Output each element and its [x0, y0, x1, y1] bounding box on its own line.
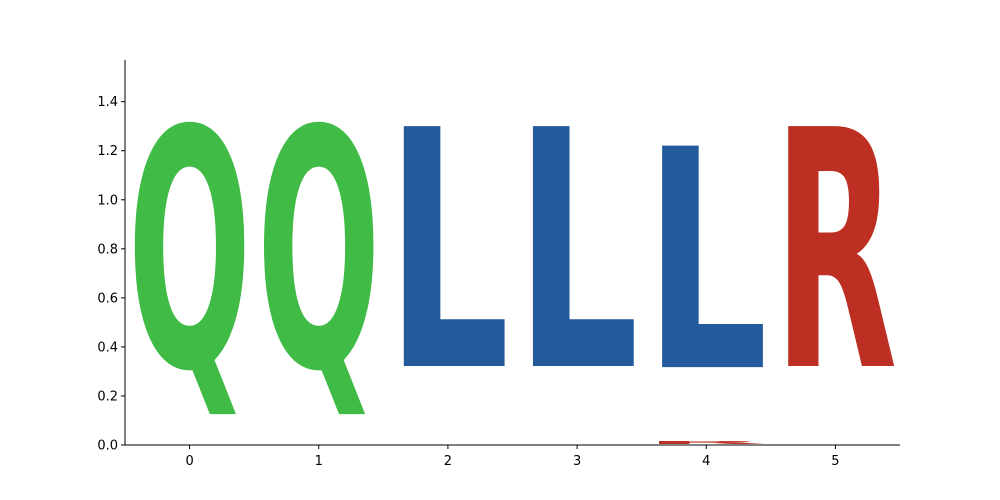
x-tick-label: 5 [831, 454, 839, 469]
logo-letters: Q Q L L RL R [128, 60, 898, 445]
logo-letter-l-pos-4: L [644, 86, 768, 440]
logo-letter-q-pos-1: Q [257, 62, 381, 445]
y-tick-label: 0.0 [97, 439, 118, 454]
x-axis-ticks: 0 1 2 3 4 5 [185, 445, 840, 469]
x-tick-label: 2 [444, 454, 452, 469]
y-tick-label: 0.8 [97, 242, 118, 257]
logo-letter-q-pos-0: Q [128, 62, 252, 445]
logo-letter-r-pos-5: R [773, 62, 897, 444]
x-tick-label: 3 [573, 454, 581, 469]
y-axis-ticks: 0.0 0.2 0.4 0.6 0.8 1.0 1.2 1.4 [97, 95, 125, 454]
y-tick-label: 0.6 [97, 291, 118, 306]
y-tick-label: 1.0 [97, 193, 118, 208]
x-tick-label: 1 [315, 454, 323, 469]
logo-letter-r-pos-4: R [644, 440, 768, 445]
x-tick-label: 0 [185, 454, 193, 469]
y-tick-label: 0.2 [97, 389, 118, 404]
x-tick-label: 4 [702, 454, 710, 469]
logo-letter-l-pos-3: L [515, 60, 639, 443]
logo-letter-l-pos-2: L [386, 60, 510, 443]
y-tick-label: 1.2 [97, 144, 118, 159]
y-tick-label: 1.4 [97, 95, 118, 110]
y-tick-label: 0.4 [97, 340, 118, 355]
